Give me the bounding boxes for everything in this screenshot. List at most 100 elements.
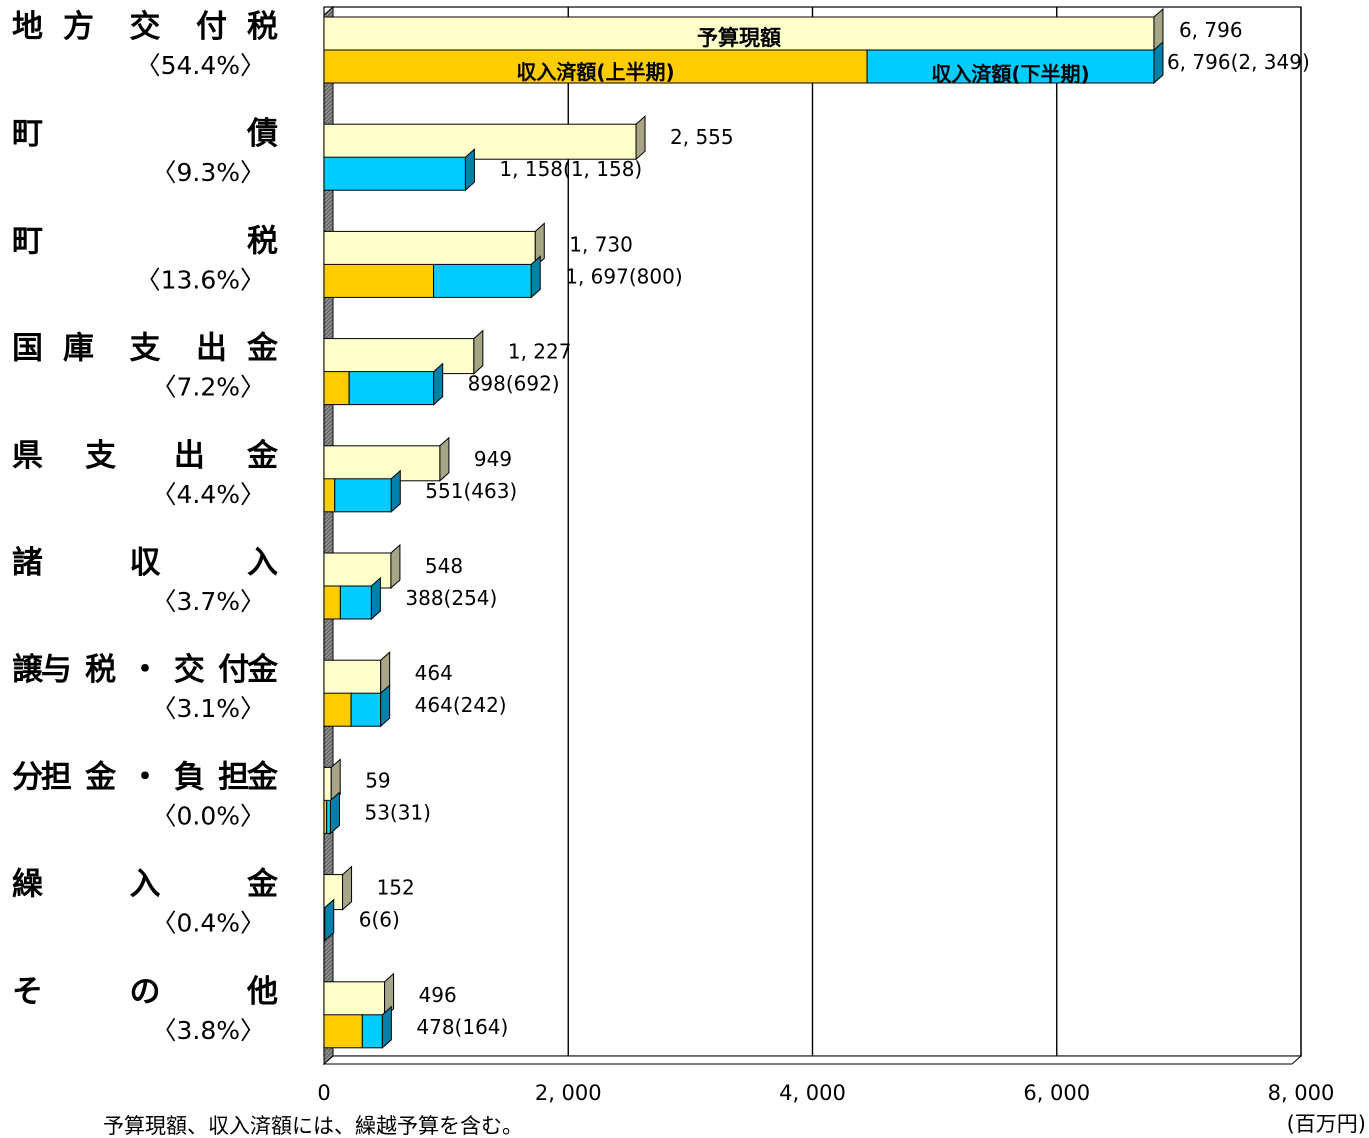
category-label: 付	[196, 9, 227, 45]
category-label: 収	[130, 545, 161, 581]
category-label: 支	[130, 331, 161, 367]
category-label: 他	[246, 974, 278, 1010]
category-label: 税	[247, 9, 278, 45]
bars-group	[323, 7, 1164, 1049]
category-share: 〈9.3%〉	[151, 158, 265, 187]
category-share: 〈3.1%〉	[151, 694, 265, 723]
category-label: 分	[12, 759, 43, 795]
unit-label: (百万円)	[1287, 1112, 1366, 1136]
budget-value-label: 6, 796	[1179, 18, 1243, 42]
category-label: 債	[246, 116, 278, 152]
category-share: 〈3.8%〉	[151, 1016, 265, 1045]
received-value-label: 551(463)	[425, 479, 517, 503]
category-label: 金	[246, 867, 279, 903]
category-label: 金	[84, 759, 117, 795]
received-first-half-bar	[323, 371, 350, 406]
received-first-half-bar	[323, 263, 435, 298]
x-axis-floor	[322, 1055, 1303, 1065]
budget-value-label: 548	[425, 554, 463, 578]
budget-bar-side	[635, 115, 646, 161]
category-label: 出	[196, 331, 227, 367]
received-value-label: 53(31)	[364, 800, 431, 824]
received-value-label: 478(164)	[416, 1015, 508, 1039]
received-bar-side	[324, 898, 335, 942]
grid-lines	[567, 7, 1302, 1056]
received-second-half-bar	[433, 263, 532, 298]
received-bar-side	[329, 791, 340, 835]
category-label: ・	[130, 759, 161, 795]
received-bar-side	[433, 362, 444, 406]
received-bar-side	[390, 469, 401, 513]
category-label: 諸	[12, 545, 43, 581]
received-value-label: 1, 158(1, 158)	[499, 157, 642, 181]
category-label: 税	[247, 223, 278, 259]
category-share: 〈13.6%〉	[136, 265, 265, 294]
category-label: 県	[12, 438, 43, 474]
category-label: 金	[246, 652, 279, 688]
budget-bar-side	[384, 972, 395, 1018]
x-tick-label: 8, 000	[1268, 1081, 1335, 1105]
received-bar-side	[381, 1005, 392, 1049]
budget-bar	[323, 16, 1155, 53]
category-label: 担	[41, 759, 72, 795]
legend-received-first-half: 収入済額(上半期)	[516, 60, 674, 84]
category-label: 方	[63, 9, 94, 45]
received-value-label: 1, 697(800)	[565, 264, 682, 288]
budget-bar-side	[534, 222, 545, 268]
category-label: 付	[218, 652, 249, 688]
budget-bar-side	[330, 758, 341, 804]
budget-bar	[323, 230, 536, 267]
category-label: ・	[130, 652, 161, 688]
category-share: 〈3.7%〉	[151, 587, 265, 616]
received-second-half-bar	[348, 371, 435, 406]
category-label: 担	[218, 759, 249, 795]
received-bar-side	[380, 684, 391, 728]
budget-value-label: 1, 227	[508, 340, 572, 364]
category-label: 金	[246, 438, 279, 474]
category-label: 繰	[12, 867, 43, 903]
labels-group: 6, 7966, 796(2, 349)地方交付税〈54.4%〉2, 5551,…	[12, 9, 1310, 1045]
received-second-half-bar	[361, 1014, 383, 1049]
x-axis: 0 2, 000 4, 000 6, 000 8, 000 (百万円) 予算現額、収入済額に…	[103, 1081, 1366, 1138]
budget-bar-side	[473, 329, 484, 375]
category-label: の	[130, 974, 161, 1010]
budget-bar	[323, 123, 637, 160]
received-first-half-bar	[323, 478, 336, 513]
budget-bar	[323, 981, 386, 1018]
category-share: 〈0.0%〉	[151, 801, 265, 830]
budget-value-label: 2, 555	[670, 125, 734, 149]
budget-bar-side	[439, 436, 450, 482]
category-share: 〈4.4%〉	[151, 480, 265, 509]
received-second-half-bar	[326, 799, 331, 834]
x-tick-label: 6, 000	[1023, 1081, 1090, 1105]
received-second-half-bar	[866, 49, 1155, 84]
category-label: 入	[130, 867, 161, 903]
budget-bar-side	[342, 865, 353, 911]
legend-budget: 予算現額	[697, 26, 781, 50]
received-bar-side	[530, 255, 541, 299]
received-value-label: 6(6)	[359, 908, 400, 932]
received-first-half-bar	[323, 692, 352, 727]
category-label: 金	[246, 331, 279, 367]
category-share: 〈7.2%〉	[151, 373, 265, 402]
x-tick-label: 2, 000	[535, 1081, 602, 1105]
category-share: 〈0.4%〉	[151, 909, 265, 938]
budget-value-label: 949	[474, 447, 512, 471]
budget-bar	[323, 338, 475, 375]
received-second-half-bar	[350, 692, 382, 727]
footnote: 予算現額、収入済額には、繰越予算を含む。	[103, 1114, 523, 1138]
category-label: 交	[130, 9, 161, 45]
received-value-label: 6, 796(2, 349)	[1167, 50, 1310, 74]
category-label: 金	[246, 759, 279, 795]
category-label: そ	[12, 974, 43, 1010]
category-label: 負	[174, 759, 205, 795]
received-value-label: 898(692)	[468, 372, 560, 396]
category-label: 地	[12, 9, 43, 45]
budget-value-label: 496	[419, 983, 457, 1007]
category-label: 税	[85, 652, 116, 688]
received-bar-side	[1153, 40, 1164, 85]
received-first-half-bar	[323, 49, 868, 84]
legend-received-second-half: 収入済額(下半期)	[931, 62, 1089, 86]
budget-value-label: 152	[377, 876, 415, 900]
